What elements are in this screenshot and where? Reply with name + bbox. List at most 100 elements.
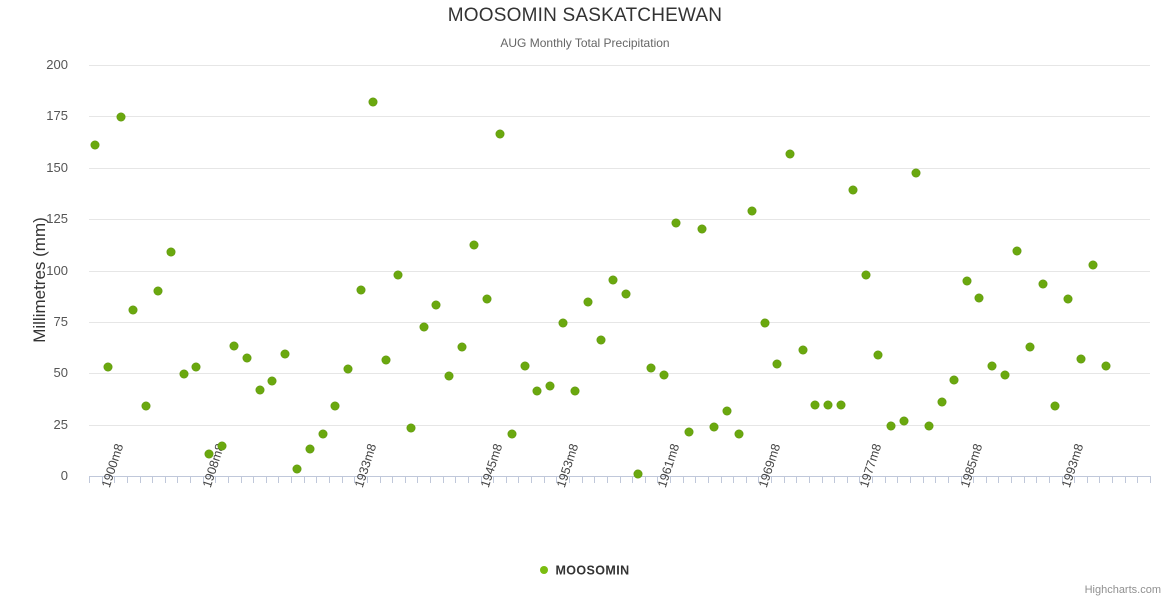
scatter-point[interactable] <box>192 363 201 372</box>
scatter-point[interactable] <box>91 141 100 150</box>
scatter-point[interactable] <box>849 186 858 195</box>
scatter-point[interactable] <box>394 270 403 279</box>
scatter-point[interactable] <box>697 225 706 234</box>
scatter-point[interactable] <box>760 318 769 327</box>
scatter-point[interactable] <box>268 377 277 386</box>
scatter-point[interactable] <box>1063 295 1072 304</box>
scatter-point[interactable] <box>912 168 921 177</box>
scatter-point[interactable] <box>583 298 592 307</box>
scatter-point[interactable] <box>748 206 757 215</box>
x-tick <box>683 476 684 483</box>
scatter-point[interactable] <box>306 445 315 454</box>
scatter-point[interactable] <box>887 421 896 430</box>
scatter-point[interactable] <box>167 248 176 256</box>
scatter-point[interactable] <box>457 342 466 351</box>
scatter-point[interactable] <box>495 129 504 138</box>
scatter-point[interactable] <box>647 364 656 373</box>
scatter-point[interactable] <box>407 423 416 432</box>
x-tick <box>443 476 444 483</box>
scatter-point[interactable] <box>988 362 997 371</box>
scatter-point[interactable] <box>596 336 605 345</box>
scatter-point[interactable] <box>962 276 971 285</box>
x-tick <box>1137 476 1138 483</box>
scatter-point[interactable] <box>1038 279 1047 288</box>
scatter-point[interactable] <box>129 305 138 314</box>
scatter-point[interactable] <box>343 365 352 374</box>
scatter-point[interactable] <box>293 464 302 473</box>
scatter-point[interactable] <box>1101 362 1110 371</box>
scatter-point[interactable] <box>482 295 491 304</box>
scatter-point[interactable] <box>735 429 744 438</box>
scatter-point[interactable] <box>836 401 845 410</box>
scatter-point[interactable] <box>116 113 125 122</box>
gridline <box>89 271 1150 272</box>
scatter-point[interactable] <box>179 370 188 379</box>
scatter-point[interactable] <box>204 450 213 459</box>
scatter-point[interactable] <box>861 270 870 279</box>
scatter-point[interactable] <box>103 363 112 372</box>
scatter-point[interactable] <box>356 286 365 295</box>
x-tick <box>885 476 886 483</box>
x-tick <box>405 476 406 483</box>
x-tick <box>758 476 759 483</box>
y-tick-label: 75 <box>53 313 68 329</box>
x-tick <box>152 476 153 483</box>
scatter-point[interactable] <box>798 345 807 354</box>
scatter-point[interactable] <box>558 318 567 327</box>
scatter-point[interactable] <box>722 407 731 416</box>
x-tick <box>670 476 671 483</box>
scatter-point[interactable] <box>154 287 163 296</box>
scatter-point[interactable] <box>811 401 820 410</box>
scatter-point[interactable] <box>937 398 946 407</box>
scatter-point[interactable] <box>217 442 226 451</box>
scatter-point[interactable] <box>1000 371 1009 380</box>
x-tick <box>241 476 242 483</box>
scatter-point[interactable] <box>255 385 264 394</box>
scatter-point[interactable] <box>508 429 517 438</box>
scatter-point[interactable] <box>710 422 719 431</box>
scatter-point[interactable] <box>141 402 150 411</box>
scatter-point[interactable] <box>381 355 390 364</box>
scatter-point[interactable] <box>470 240 479 249</box>
legend[interactable]: MOOSOMIN <box>0 563 1170 578</box>
scatter-point[interactable] <box>571 386 580 395</box>
scatter-point[interactable] <box>950 376 959 385</box>
scatter-point[interactable] <box>621 290 630 299</box>
scatter-point[interactable] <box>444 372 453 381</box>
x-tick <box>127 476 128 483</box>
scatter-point[interactable] <box>1051 402 1060 411</box>
scatter-point[interactable] <box>242 353 251 362</box>
scatter-point[interactable] <box>1026 342 1034 351</box>
scatter-point[interactable] <box>331 402 340 411</box>
scatter-point[interactable] <box>533 386 542 395</box>
scatter-point[interactable] <box>975 294 984 303</box>
scatter-point[interactable] <box>634 469 643 478</box>
credits-label[interactable]: Highcharts.com <box>1084 584 1161 596</box>
scatter-point[interactable] <box>874 350 883 359</box>
scatter-point[interactable] <box>786 150 795 159</box>
scatter-point[interactable] <box>659 371 668 380</box>
scatter-point[interactable] <box>823 401 832 410</box>
scatter-point[interactable] <box>520 362 529 371</box>
x-tick <box>961 476 962 483</box>
scatter-point[interactable] <box>318 429 327 438</box>
scatter-point[interactable] <box>432 301 441 310</box>
scatter-point[interactable] <box>773 360 782 368</box>
scatter-point[interactable] <box>230 341 239 350</box>
scatter-point[interactable] <box>684 427 693 436</box>
legend-item-moosomin[interactable]: MOOSOMIN <box>555 563 630 578</box>
scatter-point[interactable] <box>924 421 933 430</box>
x-tick <box>998 476 999 483</box>
scatter-point[interactable] <box>369 97 378 106</box>
scatter-point[interactable] <box>1089 261 1098 270</box>
scatter-point[interactable] <box>609 275 618 284</box>
scatter-point[interactable] <box>672 219 681 228</box>
scatter-point[interactable] <box>1076 354 1085 363</box>
scatter-point[interactable] <box>419 323 428 331</box>
scatter-point[interactable] <box>1013 246 1022 255</box>
scatter-point[interactable] <box>899 416 908 425</box>
x-axis-ticks <box>89 476 1151 484</box>
scatter-point[interactable] <box>280 349 289 358</box>
scatter-point[interactable] <box>546 381 555 390</box>
